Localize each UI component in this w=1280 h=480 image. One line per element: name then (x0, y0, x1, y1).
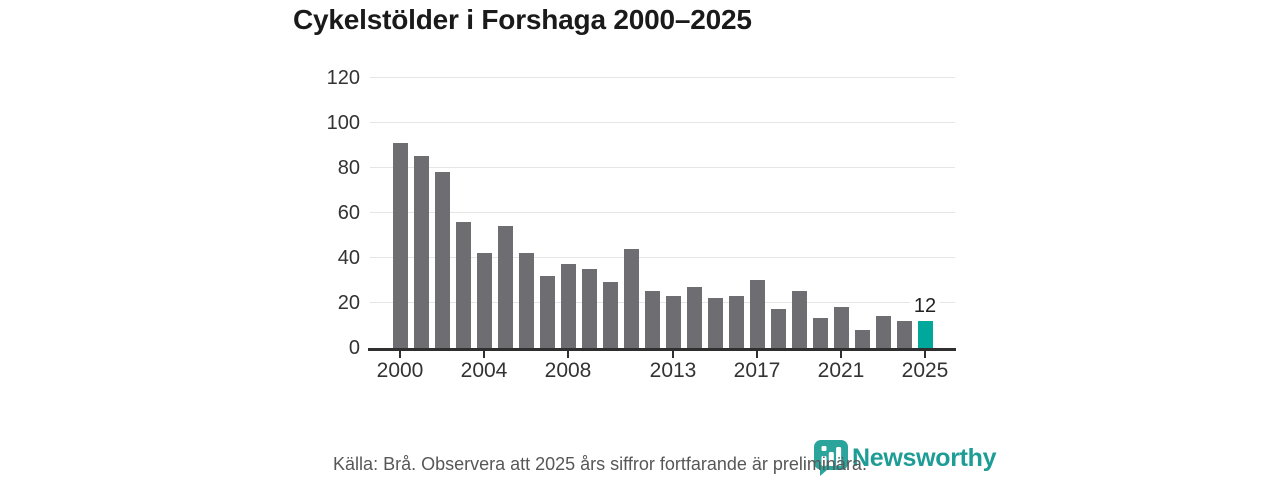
bar-2003 (455, 221, 471, 348)
y-axis-tick-label: 0 (348, 336, 360, 359)
newsworthy-logo: Newsworthy (814, 440, 997, 476)
gridline-y-120 (370, 77, 955, 78)
gridline-y-60 (370, 212, 955, 213)
highlight-value-label: 12 (909, 294, 941, 318)
bar-2018 (770, 309, 786, 348)
x-axis-tick-2013 (672, 350, 674, 358)
x-axis-tick-label: 2017 (733, 358, 781, 382)
x-axis-tick-2017 (756, 350, 758, 358)
y-axis-tick-label: 120 (326, 66, 360, 89)
bar-2017 (749, 280, 765, 348)
bar-2020 (812, 318, 828, 348)
x-axis-tick-label: 2000 (376, 358, 424, 382)
bar-2006 (518, 253, 534, 348)
bar-2007 (539, 275, 555, 348)
y-axis-tick-label: 20 (337, 291, 360, 314)
bar-2022 (854, 329, 870, 348)
x-axis-tick-2025 (924, 350, 926, 358)
bar-2005 (497, 226, 513, 348)
bar-2002 (434, 172, 450, 348)
bar-2010 (602, 282, 618, 348)
source-note: Källa: Brå. Observera att 2025 års siffr… (333, 454, 867, 474)
bar-2000 (392, 142, 408, 348)
x-axis-tick-label: 2021 (817, 358, 865, 382)
bar-2012 (644, 291, 660, 348)
x-axis-tick-2004 (483, 350, 485, 358)
bar-2023 (875, 316, 891, 348)
x-axis-tick-2008 (567, 350, 569, 358)
x-axis-tick-label: 2013 (649, 358, 697, 382)
bar-2011 (623, 248, 639, 348)
y-axis-tick-label: 60 (337, 201, 360, 224)
y-axis-tick-label: 100 (326, 111, 360, 134)
chart-title: Cykelstölder i Forshaga 2000–2025 (293, 4, 752, 35)
bar-2009 (581, 268, 597, 348)
x-axis-tick-label: 2004 (460, 358, 508, 382)
gridline-y-40 (370, 257, 955, 258)
newsworthy-wordmark: Newsworthy (852, 443, 997, 472)
bar-2021 (833, 307, 849, 348)
gridline-y-80 (370, 167, 955, 168)
bar-2015 (707, 298, 723, 348)
y-axis-tick-label: 80 (337, 156, 360, 179)
bar-2001 (413, 156, 429, 348)
bar-2014 (686, 286, 702, 348)
bar-2025 (917, 320, 933, 348)
x-axis-tick-2021 (840, 350, 842, 358)
x-axis-tick-label: 2025 (901, 358, 949, 382)
newsworthy-barchart-bubble-icon (814, 440, 848, 476)
bar-2013 (665, 295, 681, 348)
bar-2016 (728, 295, 744, 348)
x-axis-tick-2000 (399, 350, 401, 358)
y-axis-tick-label: 40 (337, 246, 360, 269)
gridline-y-20 (370, 302, 955, 303)
bar-2024 (896, 320, 912, 348)
bar-2008 (560, 264, 576, 348)
bar-2019 (791, 291, 807, 348)
x-axis-line (368, 347, 956, 351)
bar-2004 (476, 253, 492, 348)
gridline-y-100 (370, 122, 955, 123)
x-axis-tick-label: 2008 (544, 358, 592, 382)
